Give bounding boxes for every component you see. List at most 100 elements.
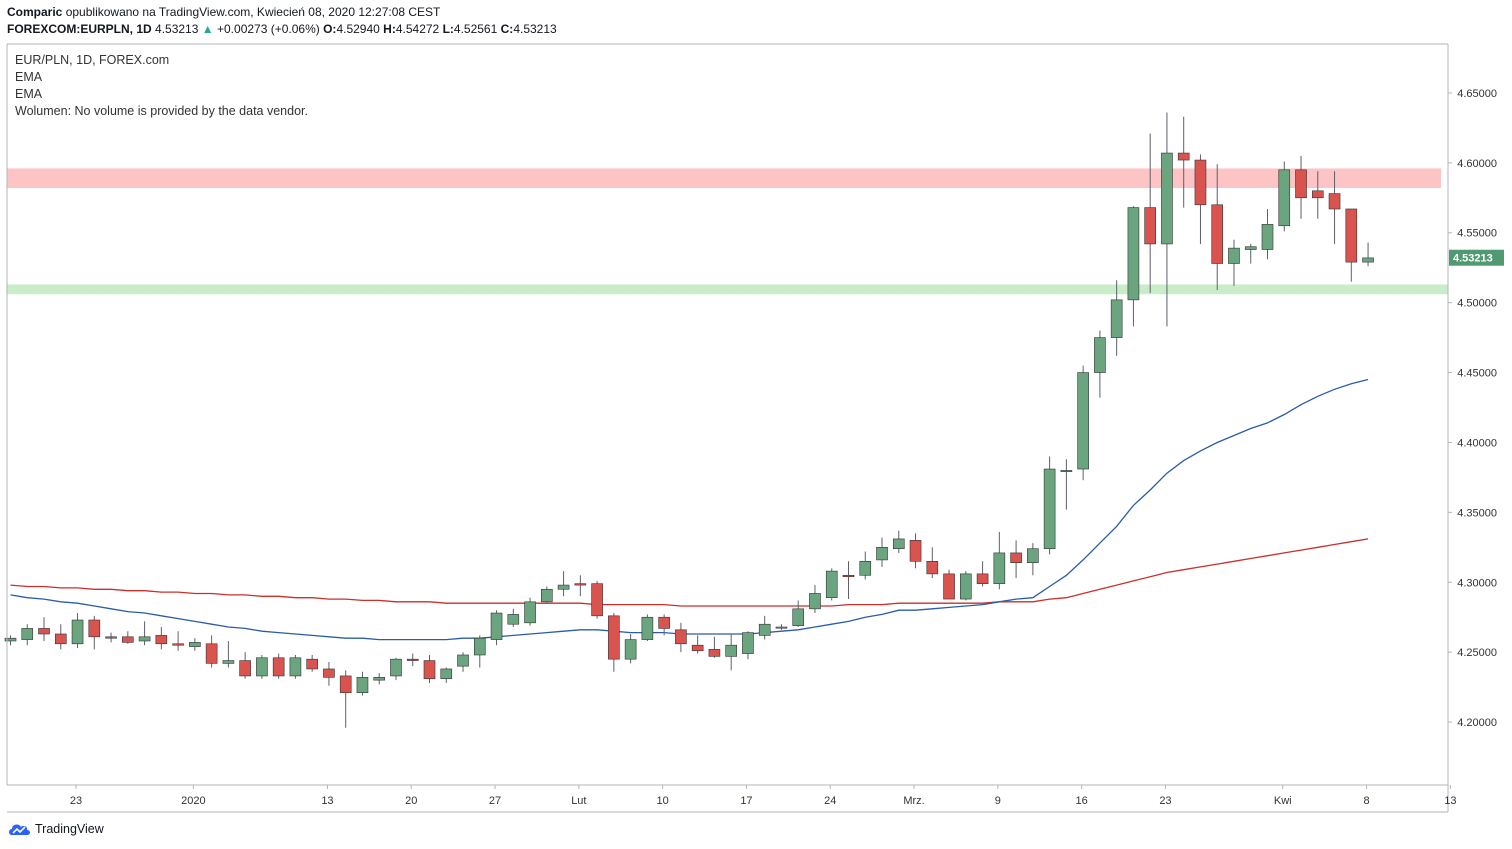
candle-body <box>960 573 972 600</box>
time-tick-label: 16 <box>1076 795 1088 807</box>
candle <box>473 635 486 668</box>
candle <box>809 585 821 614</box>
candle-body <box>272 657 285 677</box>
candle <box>457 652 469 672</box>
high-label: H: <box>383 22 396 36</box>
candle-body <box>591 583 603 617</box>
time-tick-label: 17 <box>740 795 752 807</box>
candle <box>1060 459 1073 510</box>
price-tick-label: 4.35000 <box>1457 507 1497 519</box>
legend-volume[interactable]: Wolumen: No volume is provided by the da… <box>15 104 308 118</box>
candle-body <box>1161 152 1173 245</box>
candle-body <box>473 637 486 656</box>
price-tick-label: 4.25000 <box>1457 647 1497 659</box>
candle <box>323 661 335 686</box>
candle <box>909 533 922 569</box>
candle <box>406 653 419 667</box>
price-axis[interactable]: 4.20000 4.25000 4.30000 4.35000 4.40000 4.450… <box>1448 88 1497 729</box>
candle <box>1311 171 1324 219</box>
candle <box>993 531 1006 590</box>
candle-body <box>909 540 922 562</box>
candle <box>1127 206 1140 327</box>
candle-body <box>1244 246 1257 250</box>
legend-ema-2[interactable]: EMA <box>15 87 43 101</box>
candle-body <box>4 637 17 642</box>
candle-body <box>1027 548 1039 564</box>
candle-body <box>507 614 520 625</box>
candle-body <box>1060 470 1073 472</box>
ema-slow-line <box>10 538 1369 607</box>
candle-body <box>1077 372 1089 470</box>
candle-body <box>892 538 905 550</box>
candle-body <box>1144 207 1156 245</box>
candle-body <box>71 619 84 645</box>
candle <box>892 530 905 553</box>
candle <box>105 632 117 643</box>
tradingview-logo[interactable]: TradingView <box>7 821 104 837</box>
candle-body <box>557 584 570 590</box>
candle-body <box>373 677 386 681</box>
ema-fast-line <box>10 378 1369 641</box>
candle <box>1362 242 1374 267</box>
candle <box>758 615 771 640</box>
price-tick-label: 4.50000 <box>1457 298 1497 310</box>
candle-body <box>775 626 788 629</box>
candle-body <box>189 642 201 647</box>
candle-body <box>641 616 654 640</box>
candle-body <box>1345 208 1358 263</box>
time-tick-label: 23 <box>70 795 82 807</box>
candle <box>88 615 101 650</box>
support-zone <box>7 284 1448 295</box>
legend-series-title[interactable]: EUR/PLN, 1D, FOREX.com <box>15 53 170 67</box>
price-tick-label: 4.40000 <box>1457 437 1497 449</box>
price-tick-label: 4.65000 <box>1457 88 1497 100</box>
candle-body <box>725 644 737 657</box>
close-label: C: <box>500 22 514 36</box>
candle-body <box>406 658 419 661</box>
candle-body <box>574 583 587 586</box>
candle <box>1345 208 1358 282</box>
legend-ema-1[interactable]: EMA <box>15 70 43 84</box>
candle <box>591 580 603 619</box>
candle-body <box>825 570 838 598</box>
high-value: 4.54272 <box>395 22 440 36</box>
plot-area[interactable] <box>7 44 1448 785</box>
candle <box>71 613 84 648</box>
candle <box>1027 543 1039 576</box>
candle-body <box>943 573 955 600</box>
candle-body <box>1261 224 1274 250</box>
candle-body <box>306 658 318 670</box>
candle-body <box>608 615 620 660</box>
open-value: 4.52940 <box>336 22 380 36</box>
time-tick-label: 13 <box>321 795 333 807</box>
candle <box>574 575 587 597</box>
price-tick-label: 4.55000 <box>1457 228 1497 240</box>
candle <box>792 600 805 628</box>
candle-body <box>54 633 67 645</box>
candle <box>541 586 553 604</box>
candle <box>1161 112 1173 327</box>
candle <box>239 652 251 679</box>
candle <box>222 640 235 668</box>
last-price-badge <box>1449 249 1504 266</box>
candle <box>21 624 34 646</box>
candle-body <box>423 660 436 680</box>
candle-body <box>172 643 184 646</box>
candle <box>976 561 989 587</box>
time-tick-label: 27 <box>489 795 501 807</box>
last-price: 4.53213 <box>155 22 199 36</box>
low-value: 4.52561 <box>453 22 498 36</box>
candle <box>423 654 436 683</box>
candle <box>842 561 855 600</box>
candle-body <box>339 675 352 694</box>
candle-body <box>926 561 939 575</box>
candle-body <box>1362 257 1374 263</box>
time-axis[interactable]: 23 2020 13 20 27 Lut 10 17 24 Mrz. 9 16 23 Kwi 8 13 <box>70 785 1457 807</box>
candle-body <box>122 636 134 643</box>
candle <box>339 670 352 728</box>
publish-info: Comparic opublikowano na TradingView.com… <box>7 5 440 19</box>
time-tick-label: 23 <box>1159 795 1171 807</box>
candle <box>155 627 168 650</box>
candle <box>1244 243 1257 264</box>
